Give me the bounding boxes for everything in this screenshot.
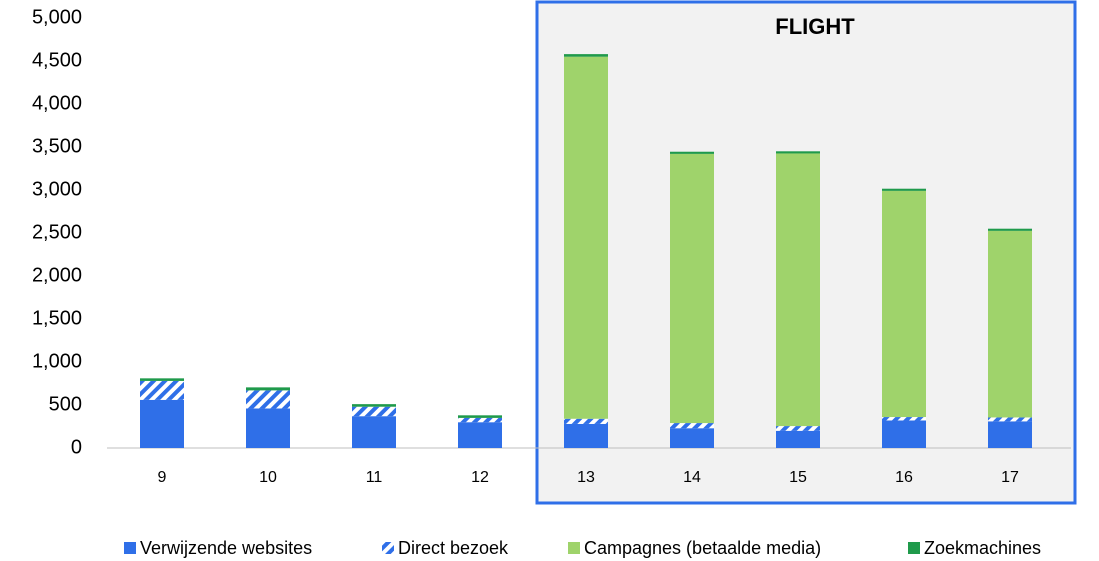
bar-segment: [352, 404, 396, 407]
bar-segment: [670, 151, 714, 154]
x-tick-label: 15: [789, 469, 807, 486]
bar-segment: [882, 190, 926, 418]
x-tick-label: 16: [895, 469, 913, 486]
bar-segment: [246, 387, 290, 391]
legend-label: Verwijzende websites: [140, 538, 312, 558]
x-tick-label: 9: [158, 469, 167, 486]
bar-segment: [776, 430, 820, 448]
bar-segment: [670, 153, 714, 424]
bar-segment: [988, 421, 1032, 448]
bar-segment: [882, 417, 926, 421]
x-tick-label: 13: [577, 469, 595, 486]
y-tick-label: 3,000: [32, 178, 82, 200]
bar-segment: [670, 423, 714, 429]
bar-segment: [882, 420, 926, 448]
legend-swatch: [568, 542, 580, 554]
bar-segment: [776, 151, 820, 154]
legend-label: Zoekmachines: [924, 538, 1041, 558]
annotation: FLIGHT: [775, 14, 855, 39]
y-tick-label: 0: [71, 436, 82, 458]
y-tick-label: 5,000: [32, 6, 82, 28]
legend-swatch: [908, 542, 920, 554]
y-tick-label: 2,000: [32, 264, 82, 286]
y-tick-label: 4,500: [32, 49, 82, 71]
bar-segment: [882, 188, 926, 191]
x-tick-label: 14: [683, 469, 701, 486]
bar-segment: [670, 428, 714, 448]
bar-segment: [776, 426, 820, 431]
bar-segment: [246, 408, 290, 448]
bar-segment: [458, 417, 502, 423]
bar-segment: [458, 422, 502, 448]
legend-swatch: [382, 542, 394, 554]
y-tick-label: 500: [49, 393, 82, 415]
bar-segment: [564, 423, 608, 448]
x-tick-label: 17: [1001, 469, 1019, 486]
bar-segment: [988, 230, 1032, 418]
y-tick-label: 3,500: [32, 135, 82, 157]
y-tick-label: 1,500: [32, 307, 82, 329]
bar-segment: [458, 415, 502, 418]
bar-segment: [564, 56, 608, 419]
y-tick-label: 1,000: [32, 350, 82, 372]
y-tick-label: 2,500: [32, 221, 82, 243]
y-tick-label: 4,000: [32, 92, 82, 114]
legend-label: Campagnes (betaalde media): [584, 538, 821, 558]
bar-segment: [988, 228, 1032, 231]
x-tick-label: 10: [259, 469, 277, 486]
bar-segment: [246, 390, 290, 409]
bar-segment: [352, 416, 396, 448]
legend-swatch: [124, 542, 136, 554]
x-tick-label: 12: [471, 469, 489, 486]
bar-segment: [352, 406, 396, 417]
bar-segment: [564, 418, 608, 424]
bar-segment: [776, 153, 820, 427]
bar-segment: [988, 417, 1032, 422]
bar-segment: [140, 378, 184, 381]
x-tick-label: 11: [366, 469, 383, 486]
bar-segment: [140, 399, 184, 448]
bar-segment: [564, 54, 608, 57]
legend-label: Direct bezoek: [398, 538, 509, 558]
bar-segment: [140, 380, 184, 400]
